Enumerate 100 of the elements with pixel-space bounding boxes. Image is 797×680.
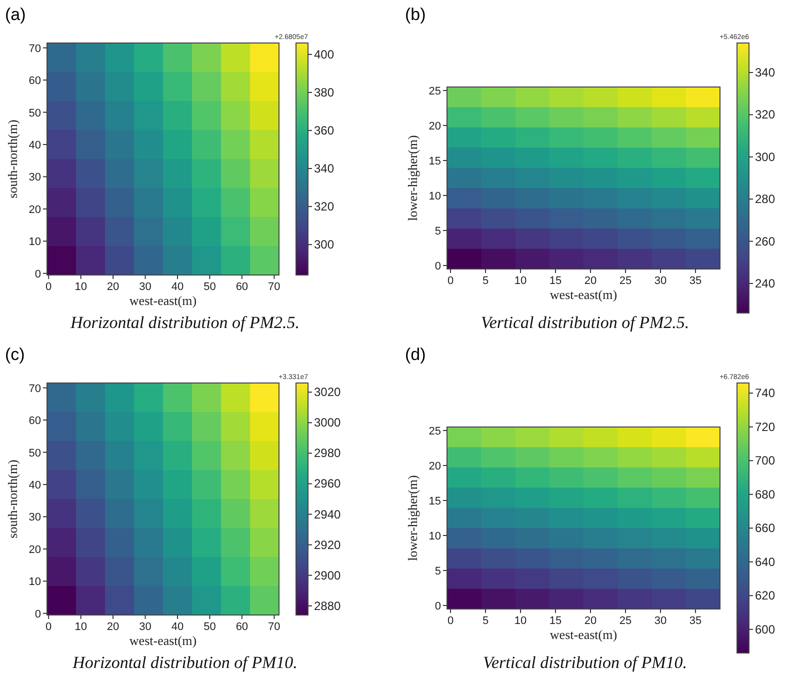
y-tick-label: 70 <box>28 42 41 55</box>
color-bar-label: 700 <box>755 454 776 468</box>
x-tick-label: 5 <box>482 275 489 287</box>
y-tick-label: 5 <box>434 226 441 238</box>
y-tick-label: 15 <box>428 496 441 508</box>
y-tick-label: 0 <box>434 600 441 612</box>
color-bar-label: 2960 <box>314 476 342 491</box>
color-bar-label: 240 <box>755 276 776 290</box>
y-tick-label: 25 <box>428 426 441 438</box>
x-tick-label: 70 <box>268 281 280 293</box>
color-bar-label: 2880 <box>314 598 342 613</box>
color-bar-label: 280 <box>755 192 776 206</box>
color-bar-label: 320 <box>755 108 776 122</box>
y-tick-label: 40 <box>28 480 41 492</box>
y-axis-title: lower-higher(m) <box>405 135 420 221</box>
x-tick-label: 15 <box>549 615 562 627</box>
x-tick-label: 0 <box>46 621 52 633</box>
x-tick-label: 25 <box>619 615 632 627</box>
x-tick-label: 20 <box>106 281 120 293</box>
y-tick-label: 50 <box>28 107 41 120</box>
x-tick-label: 40 <box>171 621 184 633</box>
x-tick-label: 20 <box>106 621 120 633</box>
text: Vertical distribution of PM10. <box>483 653 687 672</box>
x-tick-label: 10 <box>514 275 527 287</box>
color-bar-label: 2980 <box>314 446 342 460</box>
color-bar-label: 640 <box>755 554 776 569</box>
x-tick-label: 0 <box>46 281 52 293</box>
y-tick-label: 60 <box>28 415 41 428</box>
y-tick-label: 10 <box>28 576 41 588</box>
color-bar-label: 620 <box>755 588 776 603</box>
color-bar-label: 300 <box>755 150 776 164</box>
x-tick-label: 35 <box>689 615 702 627</box>
x-axis-title: west-east(m) <box>129 293 197 308</box>
color-bar-label: 660 <box>755 521 776 536</box>
y-tick-label: 5 <box>434 566 441 578</box>
x-tick-label: 10 <box>74 281 87 293</box>
color-bar-label: 340 <box>314 162 334 176</box>
color-bar-label: 720 <box>755 420 776 434</box>
x-tick-label: 60 <box>236 621 248 633</box>
x-tick-label: 5 <box>482 615 489 627</box>
y-tick-label: 50 <box>28 447 41 460</box>
x-tick-label: 30 <box>654 275 667 287</box>
x-tick-label: 15 <box>549 275 562 287</box>
x-tick-label: 0 <box>447 275 454 287</box>
x-tick-label: 10 <box>74 621 87 633</box>
x-tick-label: 30 <box>139 621 152 633</box>
color-bar-label: 320 <box>314 200 334 214</box>
x-tick-label: 30 <box>139 281 152 293</box>
y-tick-label: 10 <box>428 530 441 542</box>
color-bar-label: 740 <box>755 386 776 400</box>
y-tick-label: 20 <box>28 544 41 556</box>
x-tick-label: 20 <box>584 275 597 287</box>
color-bar-label: 2900 <box>314 568 342 582</box>
x-tick-label: 40 <box>171 281 184 293</box>
y-tick-label: 70 <box>28 382 41 395</box>
x-tick-label: 50 <box>204 621 216 633</box>
text: Horizontal distribution of PM10. <box>72 653 298 672</box>
y-tick-label: 40 <box>28 140 41 152</box>
x-tick-label: 60 <box>236 281 248 293</box>
x-tick-label: 20 <box>584 615 597 627</box>
color-bar-label: 2920 <box>314 538 342 552</box>
y-axis-title: south-north(m) <box>5 120 20 198</box>
x-tick-label: 50 <box>204 281 216 293</box>
color-bar-label: 300 <box>314 238 334 252</box>
x-tick-label: 70 <box>268 621 280 633</box>
color-bar-label: 3020 <box>314 385 342 400</box>
y-tick-label: 25 <box>428 86 441 98</box>
color-bar-label: 340 <box>755 66 776 80</box>
color-bar-label: 600 <box>755 622 776 636</box>
x-tick-label: 25 <box>619 275 632 287</box>
x-axis-title: west-east(m) <box>550 287 618 302</box>
y-tick-label: 10 <box>428 190 441 202</box>
x-tick-label: 10 <box>514 615 527 627</box>
color-bar-label: 680 <box>755 487 776 502</box>
y-tick-label: 20 <box>28 204 41 216</box>
color-bar-label: 400 <box>314 47 334 62</box>
y-tick-label: 60 <box>28 75 41 88</box>
text: Horizontal distribution of PM2.5. <box>69 313 300 332</box>
chart-title: (d) <box>405 345 426 364</box>
y-tick-label: 30 <box>28 172 41 184</box>
y-axis-title: south-north(m) <box>5 460 20 538</box>
x-axis-title: west-east(m) <box>129 633 197 648</box>
chart-title: (c) <box>5 345 25 364</box>
y-tick-label: 20 <box>428 120 441 132</box>
y-tick-label: 30 <box>28 512 41 524</box>
chart-title: (b) <box>405 5 426 24</box>
color-bar-label: 3000 <box>314 416 342 430</box>
y-tick-label: 0 <box>434 260 441 272</box>
text: Vertical distribution of PM2.5. <box>480 313 690 332</box>
color-bar-label: 360 <box>314 123 334 138</box>
y-tick-label: 15 <box>428 156 441 168</box>
color-bar-label: 2940 <box>314 507 342 522</box>
x-axis-title: west-east(m) <box>550 627 618 642</box>
color-bar-label: 260 <box>755 234 776 248</box>
y-axis-title: lower-higher(m) <box>405 475 420 561</box>
y-tick-label: 10 <box>28 236 41 248</box>
x-tick-label: 0 <box>447 615 454 627</box>
x-tick-label: 35 <box>689 275 702 287</box>
chart-title: (a) <box>5 5 26 24</box>
y-tick-label: 20 <box>428 460 441 472</box>
